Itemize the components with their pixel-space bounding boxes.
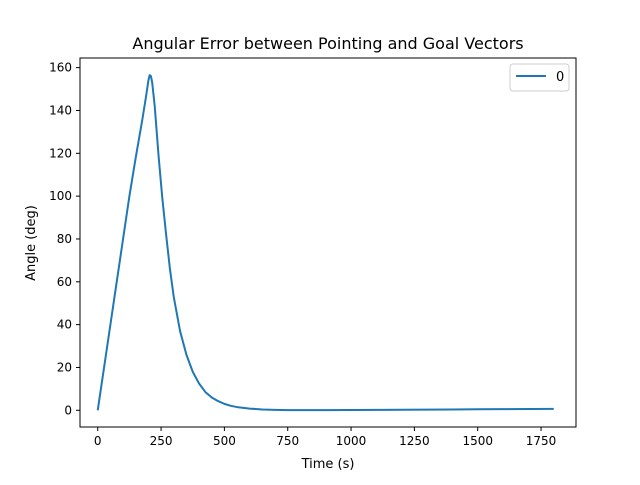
x-tick-label: 0: [94, 434, 102, 448]
y-tick-label: 0: [64, 403, 72, 417]
y-tick-label: 140: [49, 103, 72, 117]
y-tick-label: 20: [57, 360, 72, 374]
x-tick-label: 1750: [526, 434, 557, 448]
x-tick-label: 750: [276, 434, 299, 448]
x-tick-label: 250: [150, 434, 173, 448]
chart-title: Angular Error between Pointing and Goal …: [132, 34, 523, 53]
y-axis-ticks: 0 20 40 60 80 100 120 140 160: [49, 61, 80, 417]
x-tick-label: 500: [213, 434, 236, 448]
x-axis-label: Time (s): [301, 457, 355, 472]
y-tick-label: 80: [57, 232, 72, 246]
series-line-0: [96, 74, 554, 412]
y-tick-label: 160: [49, 61, 72, 75]
legend: 0: [509, 63, 570, 92]
legend-label-series-0: 0: [556, 70, 564, 85]
y-tick-label: 120: [49, 146, 72, 160]
plot-content: [96, 74, 554, 412]
plot-frame: [79, 57, 577, 428]
y-tick-label: 40: [57, 318, 72, 332]
y-tick-label: 60: [57, 275, 72, 289]
x-tick-label: 1000: [336, 434, 367, 448]
x-tick-label: 1500: [462, 434, 493, 448]
x-axis-ticks: 0 250 500 750 1000 1250 1500 1750: [94, 427, 556, 448]
x-tick-label: 1250: [399, 434, 430, 448]
legend-box: [509, 63, 570, 92]
y-axis-label: Angle (deg): [24, 205, 39, 281]
y-tick-label: 100: [49, 189, 72, 203]
